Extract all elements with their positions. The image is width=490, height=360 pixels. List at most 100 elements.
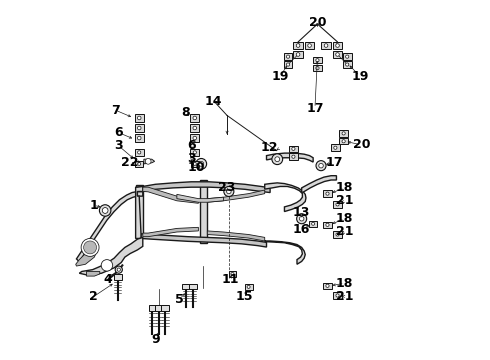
Polygon shape	[136, 186, 143, 238]
FancyBboxPatch shape	[323, 283, 332, 289]
FancyBboxPatch shape	[339, 130, 348, 136]
Circle shape	[247, 285, 250, 288]
Text: 6: 6	[188, 139, 196, 152]
Circle shape	[292, 155, 295, 158]
FancyBboxPatch shape	[333, 201, 342, 208]
Circle shape	[193, 162, 196, 165]
FancyBboxPatch shape	[309, 221, 317, 227]
FancyBboxPatch shape	[284, 61, 293, 68]
Text: 16: 16	[293, 223, 310, 236]
Circle shape	[231, 273, 234, 275]
Circle shape	[226, 189, 231, 194]
Circle shape	[296, 44, 300, 47]
FancyBboxPatch shape	[135, 125, 144, 132]
Text: 15: 15	[236, 290, 253, 303]
Circle shape	[146, 158, 151, 164]
Text: 11: 11	[221, 273, 239, 286]
Polygon shape	[87, 271, 100, 276]
Text: 18: 18	[336, 277, 353, 290]
Circle shape	[102, 208, 108, 213]
Circle shape	[345, 55, 349, 58]
Polygon shape	[265, 183, 306, 212]
FancyBboxPatch shape	[289, 153, 298, 160]
FancyBboxPatch shape	[191, 161, 199, 167]
Circle shape	[137, 126, 141, 130]
FancyBboxPatch shape	[114, 274, 122, 280]
Circle shape	[336, 294, 339, 297]
Circle shape	[336, 203, 339, 206]
Text: 21: 21	[336, 194, 353, 207]
FancyBboxPatch shape	[323, 222, 332, 228]
Polygon shape	[76, 246, 98, 266]
Circle shape	[99, 205, 111, 216]
FancyBboxPatch shape	[148, 305, 156, 311]
FancyBboxPatch shape	[321, 42, 331, 49]
FancyBboxPatch shape	[333, 292, 342, 299]
Text: 21: 21	[336, 225, 353, 238]
Text: 4: 4	[104, 273, 112, 286]
Text: 22: 22	[121, 156, 138, 169]
Polygon shape	[267, 153, 313, 162]
Text: 13: 13	[293, 207, 310, 220]
Polygon shape	[141, 234, 267, 247]
Text: 2: 2	[89, 290, 98, 303]
FancyBboxPatch shape	[294, 42, 303, 49]
Polygon shape	[76, 192, 143, 262]
Polygon shape	[177, 194, 223, 202]
FancyBboxPatch shape	[323, 190, 332, 197]
FancyBboxPatch shape	[190, 134, 199, 141]
Text: 17: 17	[325, 156, 343, 169]
Text: 8: 8	[181, 106, 190, 119]
Circle shape	[296, 214, 307, 224]
Text: 3: 3	[188, 152, 196, 165]
Circle shape	[287, 55, 290, 58]
Circle shape	[326, 192, 329, 195]
Circle shape	[199, 161, 204, 166]
Circle shape	[336, 233, 339, 236]
FancyBboxPatch shape	[135, 134, 144, 141]
Circle shape	[308, 44, 311, 47]
Text: 23: 23	[218, 181, 235, 194]
Text: 18: 18	[336, 181, 353, 194]
Polygon shape	[137, 182, 270, 193]
Circle shape	[316, 67, 319, 70]
FancyBboxPatch shape	[305, 42, 314, 49]
Circle shape	[336, 44, 340, 47]
Circle shape	[334, 146, 337, 149]
FancyBboxPatch shape	[343, 61, 351, 68]
Circle shape	[299, 216, 304, 221]
Circle shape	[312, 222, 315, 225]
Circle shape	[137, 136, 141, 140]
Circle shape	[296, 53, 300, 56]
Circle shape	[193, 116, 196, 120]
Text: 20: 20	[309, 17, 326, 30]
FancyBboxPatch shape	[313, 57, 322, 63]
FancyBboxPatch shape	[190, 125, 199, 132]
Text: 18: 18	[336, 212, 353, 225]
Circle shape	[272, 154, 283, 165]
Circle shape	[224, 186, 234, 197]
Text: 17: 17	[306, 102, 324, 115]
Circle shape	[193, 151, 196, 154]
Circle shape	[336, 53, 340, 56]
FancyBboxPatch shape	[228, 271, 236, 277]
Circle shape	[326, 284, 329, 287]
Text: 9: 9	[152, 333, 160, 346]
Text: 3: 3	[115, 139, 123, 152]
FancyBboxPatch shape	[339, 138, 348, 144]
Polygon shape	[143, 227, 198, 237]
Circle shape	[117, 268, 121, 271]
FancyBboxPatch shape	[333, 42, 342, 49]
Text: 21: 21	[336, 290, 353, 303]
FancyBboxPatch shape	[294, 51, 303, 58]
Circle shape	[292, 147, 295, 150]
Text: 14: 14	[205, 95, 222, 108]
Circle shape	[319, 163, 323, 168]
Circle shape	[115, 266, 122, 273]
Text: 19: 19	[351, 69, 368, 82]
Text: 6: 6	[115, 126, 123, 139]
Polygon shape	[265, 241, 305, 264]
FancyBboxPatch shape	[190, 114, 199, 122]
Circle shape	[138, 162, 141, 165]
FancyBboxPatch shape	[182, 284, 190, 289]
